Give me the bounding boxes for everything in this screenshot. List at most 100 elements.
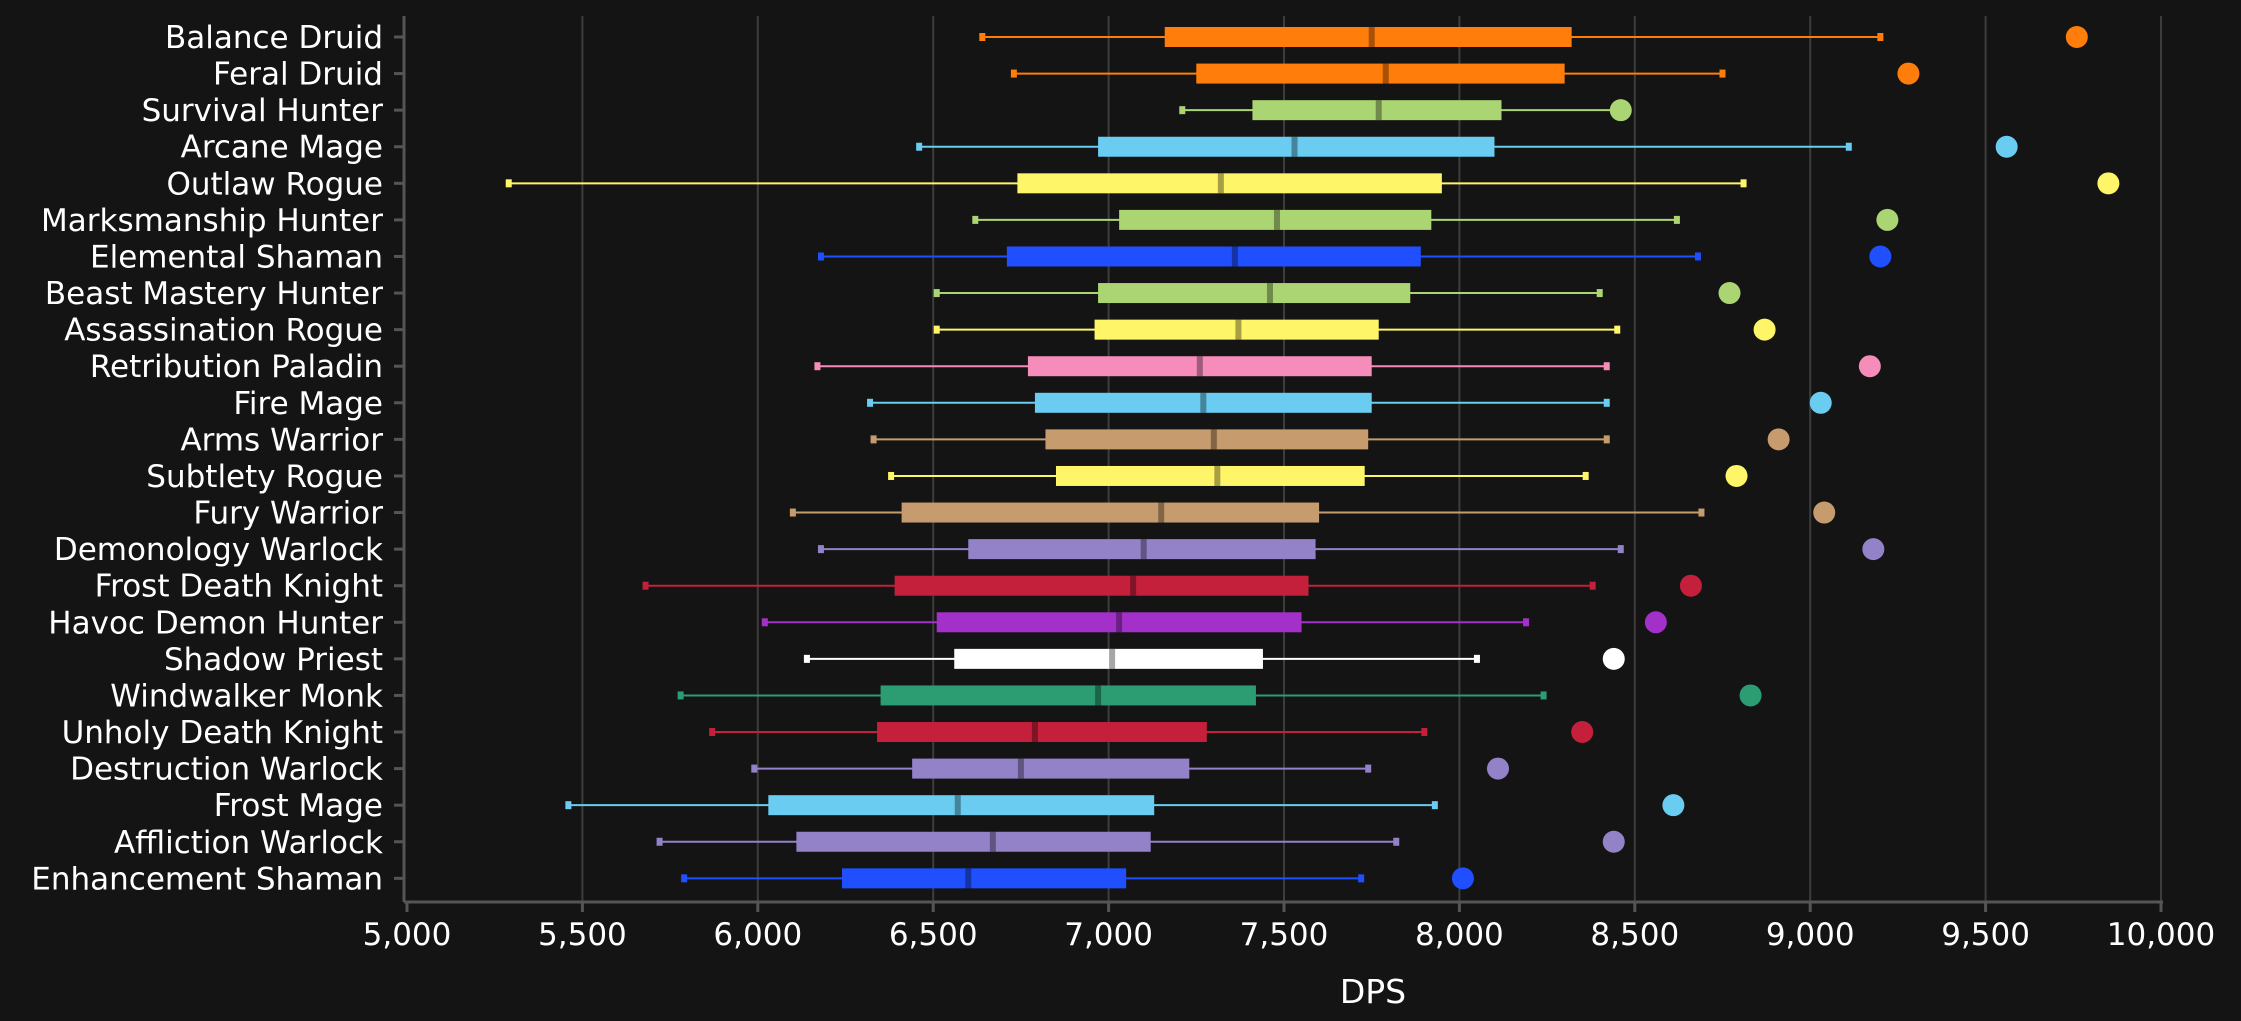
iqr-box	[1098, 136, 1495, 157]
x-tick-label: 7,500	[1240, 917, 1329, 953]
category-label: Arms Warrior	[180, 422, 383, 458]
iqr-box	[901, 502, 1320, 523]
box-demonology-warlock	[817, 538, 1885, 561]
max-point-marker	[1858, 355, 1881, 378]
x-tick-label: 7,000	[1064, 917, 1153, 953]
whisker-max-cap	[1694, 252, 1701, 261]
whisker-max-cap	[1589, 581, 1596, 590]
x-tick-label: 9,000	[1766, 917, 1855, 953]
category-label: Affliction Warlock	[114, 825, 383, 861]
max-point-marker	[1995, 135, 2018, 158]
max-point-marker	[1725, 464, 1748, 487]
median-marker	[1266, 283, 1273, 304]
max-point-marker	[1679, 574, 1702, 597]
whisker-min-cap	[761, 618, 768, 627]
whisker-min-cap	[1179, 106, 1186, 115]
median-marker	[965, 868, 972, 889]
whisker-max-cap	[1719, 69, 1726, 78]
box-beast-mastery-hunter	[933, 282, 1741, 305]
category-label: Marksmanship Hunter	[41, 203, 383, 239]
max-point-marker	[2097, 172, 2120, 195]
whisker-min-cap	[979, 33, 986, 41]
x-tick-label: 6,500	[889, 917, 978, 953]
iqr-box	[877, 722, 1207, 743]
box-assassination-rogue	[933, 318, 1776, 341]
median-marker	[1140, 539, 1147, 560]
max-point-marker	[1718, 282, 1741, 305]
iqr-box	[1164, 27, 1572, 47]
whisker-max-cap	[1603, 398, 1610, 407]
category-label: Balance Druid	[165, 20, 383, 56]
box-arms-warrior	[870, 428, 1790, 451]
box-destruction-warlock	[751, 757, 1509, 780]
x-tick-label: 6,000	[713, 917, 802, 953]
max-point-marker	[1609, 99, 1632, 122]
x-tick-label: 5,000	[363, 917, 452, 953]
box-arcane-mage	[916, 135, 2018, 158]
median-marker	[1109, 648, 1116, 669]
max-point-marker	[1753, 318, 1776, 341]
iqr-box	[1098, 283, 1411, 304]
box-fire-mage	[867, 391, 1832, 414]
whisker-min-cap	[817, 545, 824, 554]
max-point-marker	[1602, 647, 1625, 670]
whisker-min-cap	[751, 764, 758, 773]
whisker-max-cap	[1698, 508, 1705, 517]
max-point-marker	[1869, 245, 1892, 268]
category-label: Windwalker Monk	[110, 678, 383, 714]
box-affliction-warlock	[656, 830, 1625, 853]
max-point-marker	[1813, 501, 1836, 524]
category-label: Frost Mage	[214, 788, 383, 824]
median-marker	[1210, 429, 1217, 450]
whisker-max-cap	[1603, 435, 1610, 444]
whisker-min-cap	[642, 581, 649, 590]
whisker-min-cap	[565, 801, 572, 810]
median-marker	[1368, 27, 1375, 47]
iqr-box	[1027, 356, 1372, 377]
box-outlaw-rogue	[505, 172, 2120, 195]
iqr-box	[912, 758, 1190, 779]
iqr-box	[841, 868, 1127, 889]
category-label: Subtlety Rogue	[146, 459, 383, 495]
whisker-max-cap	[1614, 325, 1621, 334]
box-balance-druid	[979, 26, 2088, 48]
max-point-marker	[1876, 208, 1899, 231]
category-label: Demonology Warlock	[54, 532, 383, 568]
whisker-max-cap	[1393, 837, 1400, 846]
box-fury-warrior	[789, 501, 1836, 524]
whisker-max-cap	[1540, 691, 1547, 700]
whisker-max-cap	[1431, 801, 1438, 810]
max-point-marker	[1451, 867, 1474, 890]
category-label: Havoc Demon Hunter	[48, 605, 383, 641]
max-point-marker	[1897, 62, 1920, 85]
median-marker	[1214, 465, 1221, 486]
iqr-box	[954, 648, 1263, 669]
whisker-min-cap	[916, 142, 923, 151]
whisker-min-cap	[933, 289, 940, 298]
x-tick-label: 5,500	[538, 917, 627, 953]
category-label: Assassination Rogue	[64, 313, 383, 349]
category-label: Fire Mage	[233, 386, 383, 422]
grid-lines	[581, 16, 2162, 902]
whisker-min-cap	[803, 654, 810, 663]
whisker-min-cap	[656, 837, 663, 846]
category-label: Beast Mastery Hunter	[45, 276, 383, 312]
whisker-max-cap	[1596, 289, 1603, 298]
box-havoc-demon-hunter	[761, 611, 1667, 634]
max-point-marker	[1739, 684, 1762, 707]
whisker-min-cap	[681, 874, 688, 883]
box-marksmanship-hunter	[972, 208, 1899, 231]
whisker-min-cap	[789, 508, 796, 517]
median-marker	[1231, 246, 1238, 267]
median-marker	[954, 795, 961, 816]
category-label: Frost Death Knight	[95, 569, 383, 605]
whisker-min-cap	[972, 215, 979, 224]
whisker-min-cap	[888, 471, 895, 480]
median-marker	[989, 831, 996, 852]
max-point-marker	[1862, 538, 1885, 561]
category-label: Survival Hunter	[142, 93, 384, 129]
whisker-max-cap	[1673, 215, 1680, 224]
category-label: Fury Warrior	[193, 496, 383, 532]
whisker-min-cap	[867, 398, 874, 407]
